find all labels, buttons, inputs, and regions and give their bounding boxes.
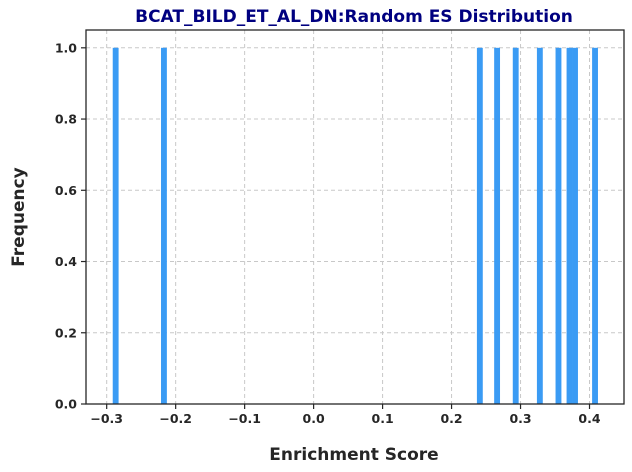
histogram-bar [572,47,578,405]
histogram-bar [555,47,562,405]
x-tick-label: 0.0 [303,411,325,426]
x-tick-label: 0.1 [372,411,394,426]
histogram-bar [161,47,167,405]
y-tick-label: 0.2 [55,325,77,340]
x-axis-label: Enrichment Score [269,445,438,465]
y-tick-label: 1.0 [55,40,77,55]
y-axis-label: Frequency [9,167,29,267]
x-tick-label: 0.4 [578,411,600,426]
histogram-bar [536,47,543,405]
x-tick-label: 0.2 [440,411,462,426]
plot-frame [85,29,625,405]
histogram-bar [592,47,598,405]
chart-title: BCAT_BILD_ET_AL_DN:Random ES Distributio… [135,7,573,27]
y-tick-label: 0.8 [55,112,77,127]
histogram-bar [476,47,483,405]
x-tick-label: −0.1 [228,411,261,426]
x-tick-label: −0.3 [90,411,123,426]
histogram-bar [494,47,501,405]
histogram-bar [112,47,119,405]
y-axis-ticks: 0.0 0.2 0.4 0.6 0.8 1.0 [55,40,86,412]
x-tick-label: 0.3 [509,411,531,426]
y-tick-label: 0.0 [55,397,77,412]
y-tick-label: 0.6 [55,183,77,198]
x-tick-label: −0.2 [159,411,192,426]
bars-layer [112,47,598,405]
histogram-bar [566,47,573,405]
y-tick-label: 0.4 [55,254,77,269]
histogram-bar [512,47,519,405]
x-axis-ticks: −0.3 −0.2 −0.1 0.0 0.1 0.2 0.3 0.4 [90,404,601,426]
